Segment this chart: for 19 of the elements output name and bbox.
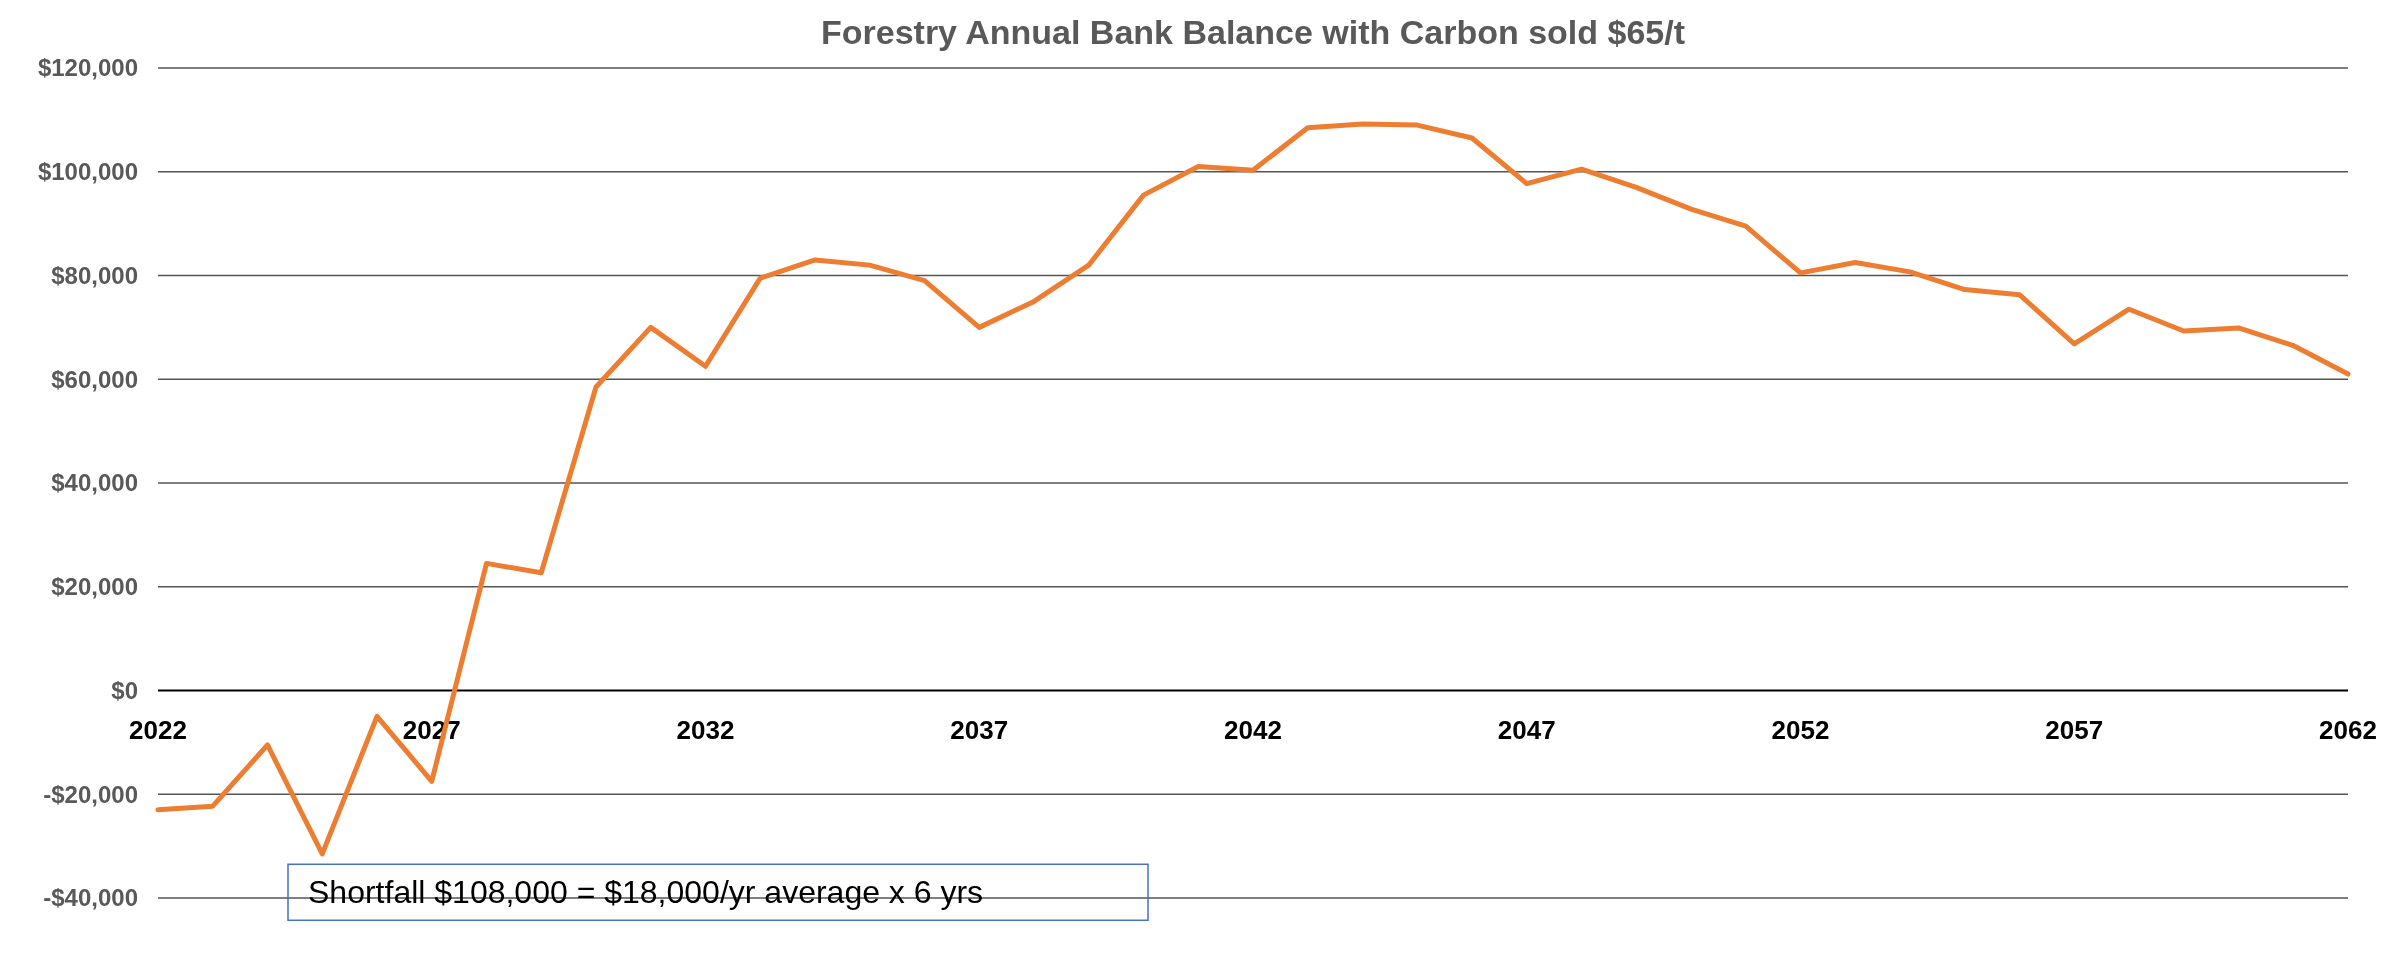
x-tick-label: 2052 <box>1771 714 1830 745</box>
y-tick-label: $100,000 <box>37 158 138 186</box>
x-tick-label: 2037 <box>950 714 1009 745</box>
x-tick-label: 2062 <box>2319 714 2377 745</box>
x-tick-label: 2022 <box>129 714 187 745</box>
y-tick-label: -$20,000 <box>43 780 138 808</box>
chart-title: Forestry Annual Bank Balance with Carbon sold $65/t <box>820 13 1686 51</box>
x-tick-label: 2042 <box>1224 714 1282 745</box>
y-tick-label: $20,000 <box>51 573 138 601</box>
y-tick-label: $80,000 <box>51 261 138 289</box>
x-tick-label: 2047 <box>1497 714 1556 745</box>
y-tick-label: -$40,000 <box>43 884 138 912</box>
y-tick-label: $60,000 <box>51 365 138 393</box>
x-tick-label: 2057 <box>2045 714 2104 745</box>
annotation: Shortfall $108,000 = $18,000/yr average x 6 yrs <box>308 874 984 911</box>
y-tick-label: $0 <box>111 676 138 704</box>
y-tick-label: $40,000 <box>51 469 138 497</box>
y-tick-label: $120,000 <box>37 54 138 82</box>
x-tick-label: 2032 <box>676 714 735 745</box>
